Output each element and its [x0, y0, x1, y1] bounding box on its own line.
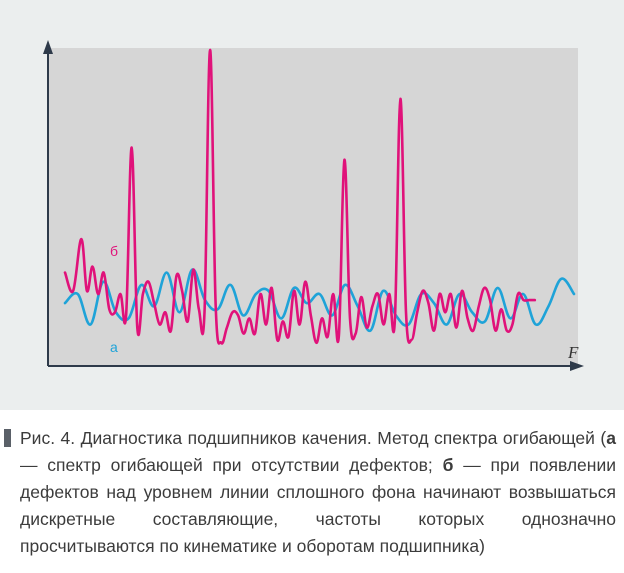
y-axis-arrow — [43, 40, 53, 54]
caption-term-b: б — [442, 455, 454, 475]
series-b-line — [63, 48, 537, 345]
caption-text-b: — при появлении дефектов над уровнем лин… — [20, 455, 616, 556]
figure-caption: Рис. 4. Диагностика подшипников качения.… — [20, 425, 616, 560]
x-axis-label: F — [567, 343, 579, 362]
spectrum-chart: F б а — [43, 40, 584, 371]
caption-marker — [4, 429, 11, 447]
caption-text-a: — спектр огибающей при отсутствии дефект… — [20, 455, 443, 475]
figure-panel: F б а — [0, 0, 624, 410]
x-axis-arrow — [570, 361, 584, 371]
series-b-label: б — [110, 243, 118, 259]
series-layer — [63, 48, 576, 345]
caption-prefix: Рис. 4. Диагностика подшипников качения.… — [20, 428, 607, 448]
series-a-line — [63, 268, 576, 332]
caption-term-a: а — [606, 428, 616, 448]
series-a-label: а — [110, 339, 118, 355]
